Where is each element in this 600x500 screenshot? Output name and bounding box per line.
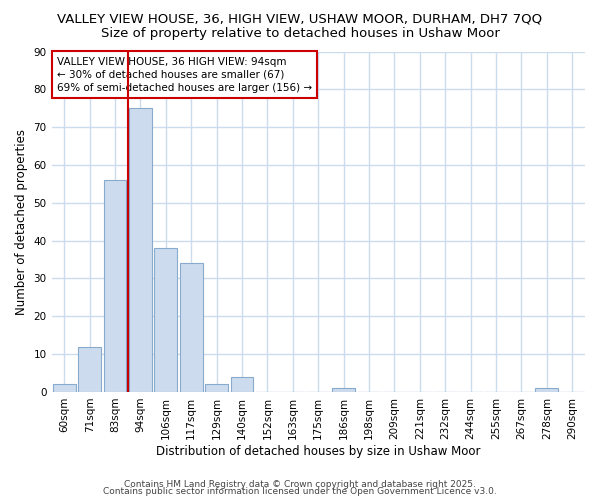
Bar [230, 377, 253, 392]
Bar [180, 264, 203, 392]
Bar [205, 384, 228, 392]
Text: VALLEY VIEW HOUSE, 36 HIGH VIEW: 94sqm
← 30% of detached houses are smaller (67): VALLEY VIEW HOUSE, 36 HIGH VIEW: 94sqm ←… [57, 56, 312, 93]
Bar [53, 384, 76, 392]
Text: Contains HM Land Registry data © Crown copyright and database right 2025.: Contains HM Land Registry data © Crown c… [124, 480, 476, 489]
Bar [104, 180, 127, 392]
Bar [332, 388, 355, 392]
Y-axis label: Number of detached properties: Number of detached properties [15, 128, 28, 314]
X-axis label: Distribution of detached houses by size in Ushaw Moor: Distribution of detached houses by size … [156, 444, 481, 458]
Text: Contains public sector information licensed under the Open Government Licence v3: Contains public sector information licen… [103, 487, 497, 496]
Bar [535, 388, 559, 392]
Bar [129, 108, 152, 392]
Text: Size of property relative to detached houses in Ushaw Moor: Size of property relative to detached ho… [101, 28, 499, 40]
Text: VALLEY VIEW HOUSE, 36, HIGH VIEW, USHAW MOOR, DURHAM, DH7 7QQ: VALLEY VIEW HOUSE, 36, HIGH VIEW, USHAW … [58, 12, 542, 26]
Bar [154, 248, 177, 392]
Bar [78, 346, 101, 392]
